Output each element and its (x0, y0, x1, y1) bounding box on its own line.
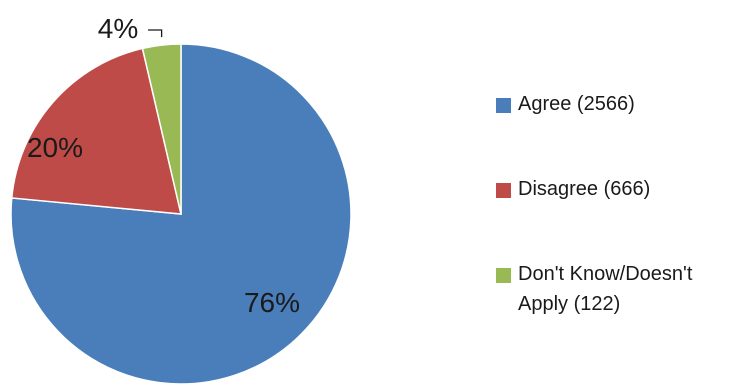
percent-labels: 76% 20% 4% (27, 13, 300, 318)
legend-swatch-agree-2566 (496, 98, 511, 113)
pie-slice-don-t-know-doesn-t-apply-122 (141, 43, 182, 215)
legend-swatch-don-t-know-doesn-t-apply-122 (496, 268, 511, 283)
legend-label: Agree (2566) (518, 93, 635, 115)
leader-line (148, 29, 163, 38)
legend-label: Disagree (666) (518, 178, 650, 200)
legend-label: Don't Know/Doesn't (518, 263, 693, 285)
percent-label: 4% (98, 13, 138, 44)
legend: Agree (2566) Disagree (666) Don't Know/Doe… (496, 93, 693, 315)
legend-label: Apply (122) (518, 293, 620, 315)
leader-lines (148, 29, 163, 38)
percent-label: 20% (27, 132, 83, 163)
legend-swatch-disagree-666 (496, 183, 511, 198)
pie-slice-disagree-666 (10, 47, 182, 215)
pie-slices (10, 43, 352, 385)
percent-label: 76% (244, 287, 300, 318)
